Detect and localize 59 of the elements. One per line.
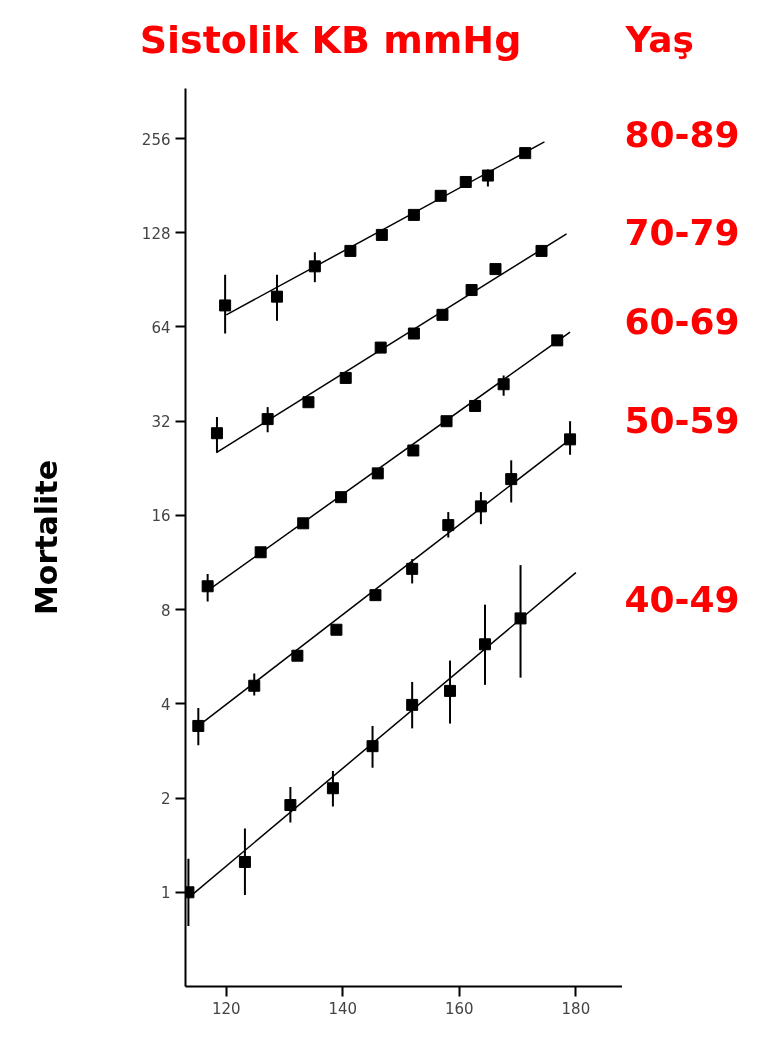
point <box>369 589 382 602</box>
point <box>489 263 502 276</box>
point <box>514 612 527 625</box>
point <box>201 580 214 593</box>
y-tick-label: 16 <box>151 507 171 526</box>
point <box>535 244 548 257</box>
text: 70-79 <box>624 211 740 253</box>
point <box>481 169 494 182</box>
point <box>238 855 251 868</box>
x-tick-label: 140 <box>328 999 358 1018</box>
y-tick-label: 128 <box>141 224 171 243</box>
point <box>219 299 232 312</box>
point <box>330 623 343 636</box>
point <box>375 228 388 241</box>
y-tick-label: 4 <box>160 695 171 714</box>
y-tick-label: 1 <box>160 884 171 903</box>
point <box>366 740 379 753</box>
y-tick-label: 64 <box>151 318 171 337</box>
point <box>474 500 487 513</box>
y-tick-label: 32 <box>151 413 171 432</box>
point <box>505 473 518 486</box>
text: 80-89 <box>624 114 740 156</box>
series-label: 50-59 <box>624 400 740 442</box>
y-axis-title: Mortalite <box>28 459 64 616</box>
point <box>192 719 205 732</box>
point <box>407 327 420 340</box>
point <box>344 244 357 257</box>
series-label: 60-69 <box>624 301 740 343</box>
point <box>302 396 315 409</box>
point <box>374 341 387 354</box>
point <box>440 415 453 428</box>
point <box>465 284 478 297</box>
point <box>436 308 449 321</box>
point <box>407 444 420 457</box>
x-tick-label: 160 <box>445 999 474 1018</box>
y-tick-label: 2 <box>160 790 171 809</box>
point <box>210 427 223 440</box>
point <box>326 782 339 795</box>
chart-title: Sistolik KB mmHg <box>139 17 522 62</box>
point <box>284 799 297 812</box>
text: 40-49 <box>624 579 740 621</box>
x-tick-label: 180 <box>561 999 591 1018</box>
y-tick-label: 256 <box>141 130 171 149</box>
point <box>497 378 510 391</box>
point <box>564 433 577 446</box>
point <box>406 562 419 575</box>
y-tick-label: 8 <box>160 601 171 620</box>
point <box>444 684 457 697</box>
point <box>291 649 304 662</box>
point <box>371 467 384 480</box>
point <box>270 290 283 303</box>
point <box>406 698 419 711</box>
legend-title: Yaş <box>624 19 694 60</box>
x-tick-label: 120 <box>211 999 241 1018</box>
point <box>442 519 455 532</box>
point <box>339 371 352 384</box>
point <box>551 334 564 347</box>
point <box>478 638 491 651</box>
point <box>469 399 482 412</box>
